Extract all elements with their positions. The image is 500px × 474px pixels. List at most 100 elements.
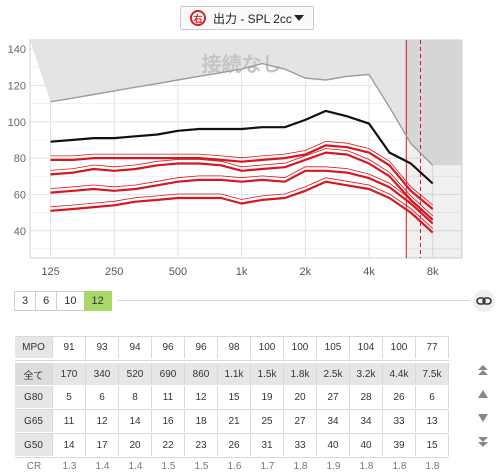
link-channels-button[interactable] [473,290,495,312]
g80-gain-cell[interactable]: 15 [218,386,251,408]
g65-gain-cell[interactable]: 34 [317,410,350,432]
series-line-red [50,169,434,225]
g65-row-label[interactable]: G65 [15,410,53,432]
cr-cell: 1.8 [359,460,374,472]
triangle-up-icon [478,390,488,398]
y-tick-label: 80 [14,153,26,165]
g50-row: G50 14 17 20 22 23 26 31 33 40 40 39 15 [15,434,449,458]
g65-gain-cell[interactable]: 25 [251,410,284,432]
series-line-red-outline [50,177,433,229]
mpo-cell[interactable]: 105 [317,337,350,358]
tab-channels-3[interactable]: 3 [14,291,37,311]
x-tick-label: 1k [236,266,248,278]
g50-gain-cell[interactable]: 40 [350,434,383,456]
mpo-cell[interactable]: 98 [218,337,251,358]
y-tick-label: 100 [8,117,26,129]
g50-row-label[interactable]: G50 [15,434,53,456]
channel-frequency-cell[interactable]: 340 [86,363,119,385]
g65-gain-cell[interactable]: 16 [152,410,185,432]
g50-gain-cell[interactable]: 40 [317,434,350,456]
x-tick-label: 500 [169,266,187,278]
mpo-cell[interactable]: 94 [119,337,152,358]
mpo-cell[interactable]: 77 [416,337,449,358]
channel-frequency-cell[interactable]: 7.5k [416,363,449,385]
g80-gain-cell[interactable]: 27 [317,386,350,408]
y-tick-label: 40 [14,226,26,238]
tab-channels-12[interactable]: 12 [83,291,112,311]
g50-gain-cell[interactable]: 33 [284,434,317,456]
mpo-cell[interactable]: 100 [383,337,416,358]
output-mode-dropdown[interactable]: 右 出力 - SPL 2cc [180,6,314,30]
g80-gain-cell[interactable]: 28 [350,386,383,408]
mpo-cell[interactable]: 104 [350,337,383,358]
g65-gain-cell[interactable]: 18 [185,410,218,432]
g65-gain-cell[interactable]: 27 [284,410,317,432]
cr-cell: 1.9 [326,460,341,472]
g80-gain-cell[interactable]: 6 [416,386,449,408]
series-line-red [50,180,434,234]
g65-gain-cell[interactable]: 11 [53,410,86,432]
channel-frequency-cell[interactable]: 3.2k [350,363,383,385]
tab-channels-10[interactable]: 10 [56,291,85,311]
channel-frequency-cell[interactable]: 860 [185,363,218,385]
g80-gain-cell[interactable]: 26 [383,386,416,408]
all-row-label[interactable]: 全て [15,363,53,385]
g65-gain-cell[interactable]: 33 [383,410,416,432]
increase-button[interactable] [472,383,494,405]
channel-frequency-cell[interactable]: 2.5k [317,363,350,385]
upper-shaded-area [30,40,462,166]
cr-cell: 1.8 [392,460,407,472]
g80-row: G80 5 6 8 11 12 15 19 20 27 28 26 6 [15,386,449,410]
g50-gain-cell[interactable]: 20 [119,434,152,456]
tab-channels-6[interactable]: 6 [35,291,58,311]
channel-frequency-cell[interactable]: 690 [152,363,185,385]
g65-gain-cell[interactable]: 13 [416,410,449,432]
channel-frequency-cell[interactable]: 1.1k [218,363,251,385]
g50-gain-cell[interactable]: 15 [416,434,449,456]
channel-frequency-cell[interactable]: 520 [119,363,152,385]
g50-gain-cell[interactable]: 39 [383,434,416,456]
frequency-response-chart: 接続なし 140 120 100 80 60 40 125 250 500 1k 2k 4k 8k [0,38,500,278]
g80-gain-cell[interactable]: 19 [251,386,284,408]
mpo-cell[interactable]: 100 [284,337,317,358]
g80-gain-cell[interactable]: 20 [284,386,317,408]
mpo-cell[interactable]: 100 [251,337,284,358]
g65-gain-cell[interactable]: 21 [218,410,251,432]
g80-gain-cell[interactable]: 6 [86,386,119,408]
y-tick-label: 140 [8,44,26,56]
g65-gain-cell[interactable]: 34 [350,410,383,432]
g65-gain-cell[interactable]: 14 [119,410,152,432]
g80-gain-cell[interactable]: 11 [152,386,185,408]
g50-gain-cell[interactable]: 26 [218,434,251,456]
g65-gain-cell[interactable]: 12 [86,410,119,432]
g50-gain-cell[interactable]: 23 [185,434,218,456]
g80-gain-cell[interactable]: 5 [53,386,86,408]
right-ear-badge: 右 [190,10,206,26]
channel-frequency-cell[interactable]: 170 [53,363,86,385]
mpo-cell[interactable]: 91 [53,337,86,358]
cr-cell: 1.6 [227,460,242,472]
g80-gain-cell[interactable]: 8 [119,386,152,408]
g50-gain-cell[interactable]: 31 [251,434,284,456]
chart-svg: 接続なし 140 120 100 80 60 40 125 250 500 1k 2k 4k 8k [8,39,463,278]
series-line-red-outline [50,166,433,220]
x-tick-label: 4k [363,266,375,278]
mpo-cell[interactable]: 96 [152,337,185,358]
mpo-cell[interactable]: 93 [86,337,119,358]
channel-frequency-cell[interactable]: 1.5k [251,363,284,385]
mpo-cell[interactable]: 96 [185,337,218,358]
decrease-large-button[interactable] [472,431,494,453]
decrease-button[interactable] [472,407,494,429]
g80-row-label[interactable]: G80 [15,386,53,408]
g50-gain-cell[interactable]: 22 [152,434,185,456]
gain-adjust-controls [472,359,494,453]
triangle-down-icon [478,414,488,422]
output-mode-label: 出力 - SPL 2cc [213,11,292,26]
g50-gain-cell[interactable]: 17 [86,434,119,456]
channel-frequency-cell[interactable]: 1.8k [284,363,317,385]
channel-frequency-cell[interactable]: 4.4k [383,363,416,385]
increase-large-button[interactable] [472,359,494,381]
g80-gain-cell[interactable]: 12 [185,386,218,408]
cr-cell: 1.5 [161,460,176,472]
g50-gain-cell[interactable]: 14 [53,434,86,456]
